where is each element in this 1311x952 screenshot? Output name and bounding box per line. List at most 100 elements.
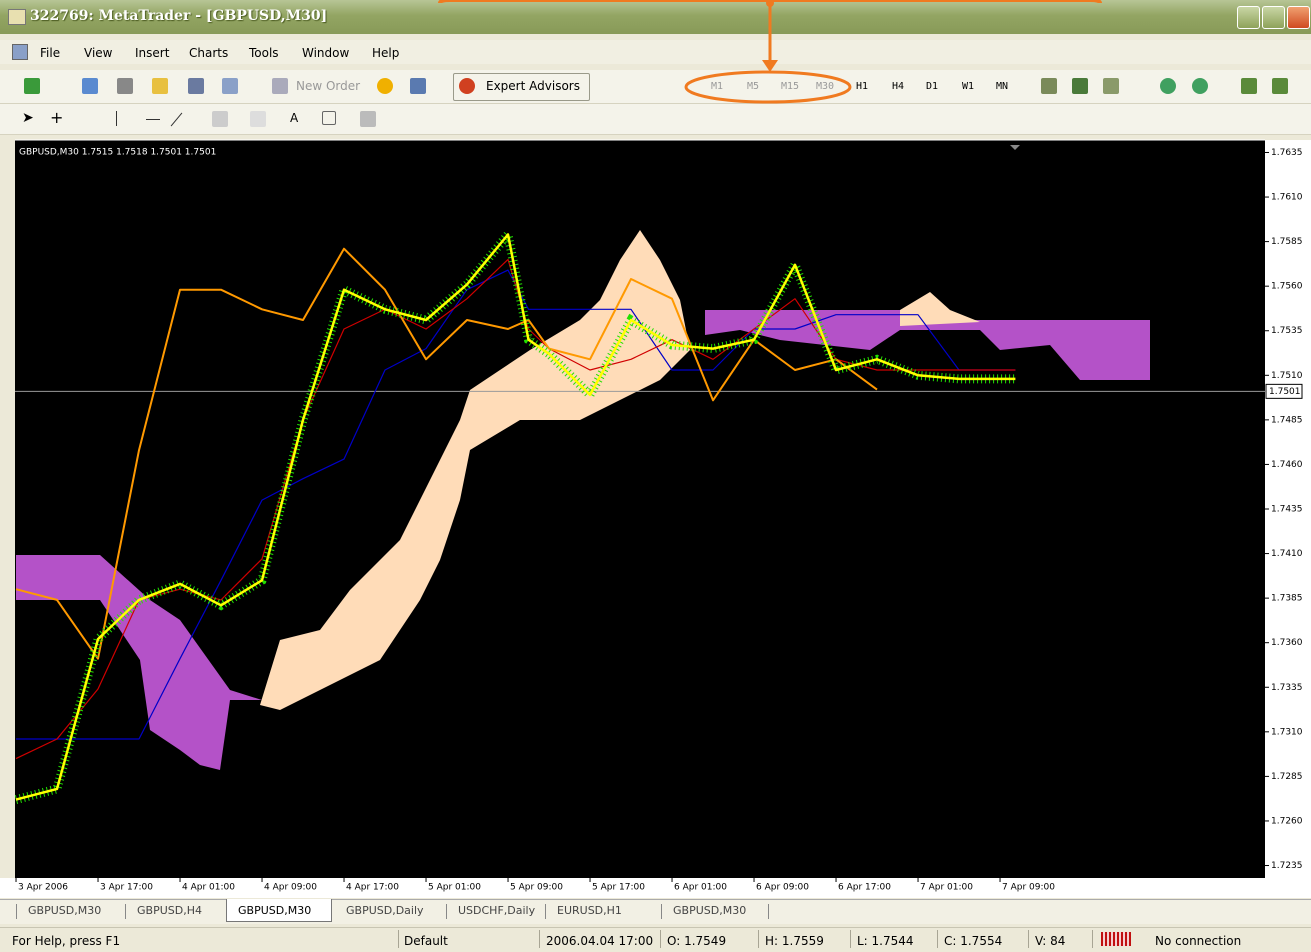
menu-item[interactable]: Help [372, 46, 400, 60]
current-price-box [1265, 383, 1303, 399]
x-tick-label: 7 Apr 01:00 [920, 883, 973, 893]
timeframe-button[interactable]: H1 [856, 81, 869, 92]
vertical-line-tool[interactable] [116, 111, 117, 126]
chart-tab[interactable]: GBPUSD,M30 [238, 904, 312, 917]
y-tick-label: 1.7260 [1271, 816, 1303, 826]
tester-button[interactable] [222, 78, 238, 94]
ichimoku-cloud [16, 555, 262, 770]
expert-advisors-box[interactable] [453, 73, 590, 101]
status-volume: V: 84 [1035, 934, 1066, 948]
zoom-in-button[interactable] [1160, 78, 1176, 94]
autoscroll-button[interactable] [1241, 78, 1257, 94]
chart-shift-marker [1010, 145, 1020, 150]
candlesticks-button[interactable] [1072, 78, 1088, 94]
trendline-tool[interactable] [170, 112, 183, 127]
standard-toolbar: New Order Expert Advisors [0, 70, 1311, 104]
new-chart-button[interactable] [24, 78, 40, 94]
timeframe-button[interactable]: D1 [926, 81, 939, 92]
menu-item[interactable]: Charts [189, 46, 229, 60]
channel-tool[interactable] [212, 111, 228, 127]
y-tick-label: 1.7610 [1271, 193, 1303, 203]
y-tick-label: 1.7435 [1271, 505, 1303, 515]
y-tick-label: 1.7385 [1271, 594, 1303, 604]
chart-tab[interactable]: USDCHF,Daily [458, 904, 536, 917]
status-separator [398, 930, 399, 948]
x-tick-label: 5 Apr 09:00 [510, 883, 563, 893]
horizontal-line-tool[interactable] [146, 119, 160, 120]
menu-bar: File View Insert Charts Tools Window Help [0, 40, 1311, 64]
chart-tab[interactable]: GBPUSD,M30 [28, 904, 102, 917]
timeframe-button[interactable]: M1 [711, 81, 724, 92]
tab-separator [446, 904, 447, 919]
y-tick-label: 1.7460 [1271, 460, 1303, 470]
status-low: L: 1.7544 [857, 934, 914, 948]
status-separator [660, 930, 661, 948]
zoom-out-button[interactable] [1192, 78, 1208, 94]
arrows-tool[interactable] [360, 111, 376, 127]
label-tool[interactable] [322, 111, 336, 125]
new-order-button[interactable]: New Order [296, 79, 361, 93]
close-button[interactable] [1287, 6, 1310, 29]
title-bar: 322769: MetaTrader - [GBPUSD,M30] [0, 0, 1311, 34]
minimize-button[interactable] [1237, 6, 1260, 29]
y-tick-label: 1.7510 [1271, 371, 1303, 381]
chart-shift-button[interactable] [1272, 78, 1288, 94]
y-tick-label: 1.7560 [1271, 282, 1303, 292]
x-tick-label: 6 Apr 17:00 [838, 883, 891, 893]
status-profile: Default [404, 934, 448, 948]
timeframe-button[interactable]: M30 [816, 81, 835, 92]
indicator-line [15, 258, 1016, 760]
timeframe-button[interactable]: W1 [962, 81, 975, 92]
y-tick-label: 1.7485 [1271, 415, 1303, 425]
crosshair-tool[interactable]: + [50, 108, 64, 127]
market-watch-button[interactable] [82, 78, 98, 94]
tab-separator [545, 904, 546, 919]
x-tick-label: 3 Apr 17:00 [100, 883, 153, 893]
chart-tabs [0, 899, 1311, 924]
y-tick-label: 1.7410 [1271, 549, 1303, 559]
connection-indicator [1101, 932, 1131, 946]
expert-icon [459, 78, 475, 94]
price-axis-background [1265, 140, 1311, 878]
x-tick-label: 5 Apr 17:00 [592, 883, 645, 893]
bar-chart-button[interactable] [1041, 78, 1057, 94]
navigator-button[interactable] [152, 78, 168, 94]
timeframe-button[interactable]: M15 [781, 81, 800, 92]
text-tool[interactable]: A [290, 111, 299, 125]
y-tick-label: 1.7585 [1271, 237, 1303, 247]
chart-tab[interactable]: GBPUSD,H4 [137, 904, 202, 917]
tab-separator [16, 904, 17, 919]
expert-advisors-button[interactable]: Expert Advisors [486, 79, 580, 93]
options-button[interactable] [410, 78, 426, 94]
terminal-button[interactable] [188, 78, 204, 94]
y-tick-label: 1.7285 [1271, 772, 1303, 782]
maximize-button[interactable] [1262, 6, 1285, 29]
chart-tab[interactable]: GBPUSD,Daily [346, 904, 424, 917]
menu-item[interactable]: File [40, 46, 61, 60]
indicator-line [16, 269, 1016, 740]
menu-item[interactable]: View [84, 46, 113, 60]
new-order-icon [272, 78, 288, 94]
current-price-label: 1.7501 [1269, 387, 1301, 397]
cursor-tool[interactable]: ➤ [22, 110, 34, 126]
timeframe-button[interactable]: M5 [747, 81, 760, 92]
status-close: C: 1.7554 [944, 934, 1003, 948]
window-title: 322769: MetaTrader - [GBPUSD,M30] [30, 8, 328, 24]
metaeditor-button[interactable] [377, 78, 393, 94]
x-tick-label: 6 Apr 01:00 [674, 883, 727, 893]
status-separator [539, 930, 540, 948]
timeframe-button[interactable]: H4 [892, 81, 905, 92]
menu-item[interactable]: Tools [249, 46, 279, 60]
data-window-button[interactable] [117, 78, 133, 94]
status-help: For Help, press F1 [12, 934, 121, 948]
x-tick-label: 7 Apr 09:00 [1002, 883, 1055, 893]
chart-tab[interactable]: EURUSD,H1 [557, 904, 622, 917]
menu-item[interactable]: Insert [135, 46, 170, 60]
ichimoku-cloud [900, 292, 980, 326]
chart-tab[interactable]: GBPUSD,M30 [673, 904, 747, 917]
line-chart-button[interactable] [1103, 78, 1119, 94]
fibonacci-tool[interactable] [250, 111, 266, 127]
timeframe-button[interactable]: MN [996, 81, 1009, 92]
menu-item[interactable]: Window [302, 46, 350, 60]
